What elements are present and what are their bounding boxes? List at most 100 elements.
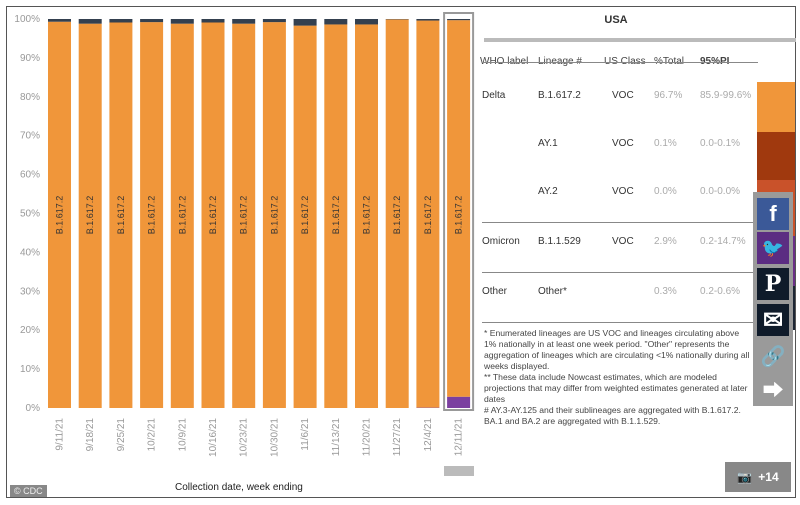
footnote: * Enumerated lineages are US VOC and lin… — [484, 328, 750, 371]
bar-label: B.1.617.2 — [208, 196, 218, 235]
cell-total: 96.7% — [654, 90, 683, 101]
x-tick-label: 12/11/21 — [454, 418, 465, 457]
footnotes: * Enumerated lineages are US VOC and lin… — [484, 328, 750, 427]
bar-segment[interactable] — [201, 22, 225, 408]
bar-label: B.1.617.2 — [177, 196, 187, 235]
scroll-button[interactable] — [444, 466, 474, 476]
legend-swatch[interactable] — [757, 82, 795, 132]
pinterest-icon[interactable]: P — [757, 268, 789, 300]
bar-segment[interactable] — [140, 22, 164, 408]
cell-total: 0.3% — [654, 286, 677, 297]
x-tick-label: 10/16/21 — [208, 418, 219, 457]
legend-swatch[interactable] — [757, 132, 795, 180]
bar-segment[interactable] — [170, 19, 194, 24]
x-axis-title: Collection date, week ending — [175, 482, 303, 493]
bar-label: B.1.617.2 — [147, 196, 157, 235]
x-tick-label: 10/30/21 — [269, 418, 280, 457]
bar-segment[interactable] — [140, 19, 164, 23]
x-tick-label: 11/6/21 — [300, 418, 311, 451]
bar-segment[interactable] — [78, 23, 102, 408]
bar-segment[interactable] — [48, 21, 71, 409]
x-tick-label: 12/4/21 — [423, 418, 434, 452]
cell-total: 2.9% — [654, 236, 677, 247]
cell-cls: VOC — [612, 186, 634, 197]
header-95pi: 95%PI — [700, 56, 729, 67]
bar-segment[interactable] — [355, 24, 378, 409]
highlight-box — [443, 12, 475, 411]
cell-pi: 0.0-0.1% — [700, 138, 741, 149]
y-tick-label: 0% — [26, 403, 41, 414]
bar-segment[interactable] — [232, 19, 256, 24]
bar-label: B.1.617.2 — [331, 196, 341, 235]
bar-segment[interactable] — [447, 396, 471, 408]
twitter-icon[interactable]: 🐦 — [757, 232, 789, 264]
bar-segment[interactable] — [232, 23, 256, 408]
photo-gallery-button[interactable]: 📷 +14 — [725, 462, 791, 492]
y-tick-label: 20% — [20, 325, 40, 336]
cell-pi: 0.2-0.6% — [700, 286, 741, 297]
bar-segment[interactable] — [48, 19, 71, 22]
cell-cls: VOC — [612, 236, 634, 247]
bar-segment[interactable] — [416, 19, 440, 21]
bar-segment[interactable] — [109, 22, 133, 408]
cell-total: 0.0% — [654, 186, 677, 197]
bar-label: B.1.617.2 — [239, 196, 249, 235]
share-icon[interactable]: ⮕ — [763, 379, 783, 402]
bar-segment[interactable] — [293, 25, 317, 408]
x-tick-label: 11/27/21 — [392, 418, 403, 457]
header-total: %Total — [654, 56, 684, 67]
y-tick-label: 10% — [20, 364, 40, 375]
x-tick-label: 9/18/21 — [85, 418, 96, 452]
x-tick-label: 9/25/21 — [116, 418, 127, 452]
bar-segment[interactable] — [355, 19, 378, 25]
bar-label: B.1.617.2 — [362, 196, 372, 235]
bar-label: B.1.617.2 — [85, 196, 95, 235]
row-divider — [482, 62, 758, 63]
cell-who: Other — [482, 286, 508, 297]
bar-segment[interactable] — [78, 19, 102, 24]
link-icon[interactable]: 🔗 — [760, 345, 786, 368]
photo-count: +14 — [758, 470, 779, 484]
country-title: USA — [604, 14, 628, 26]
bar-segment[interactable] — [324, 24, 348, 409]
stacked-bar-chart: 0% 10% 20% 30% 40% 50% 60% 70% 80% 90% 100% B.1.617… — [14, 12, 475, 457]
bar-segment[interactable] — [416, 20, 440, 408]
bar-segment[interactable] — [201, 19, 225, 23]
bar-segment[interactable] — [324, 19, 348, 25]
y-tick-label: 30% — [20, 286, 40, 297]
x-tick-label: 10/9/21 — [177, 418, 188, 452]
row-divider — [482, 272, 758, 273]
cell-lineage: AY.2 — [538, 186, 558, 197]
cell-lineage: AY.1 — [538, 138, 558, 149]
bar-label: B.1.617.2 — [269, 196, 279, 235]
cell-cls: VOC — [612, 90, 634, 101]
bar-label: B.1.617.2 — [116, 196, 126, 235]
bar-segment[interactable] — [447, 20, 471, 397]
bar-segment[interactable] — [109, 19, 133, 23]
header-us-class: US Class — [604, 56, 646, 67]
header-who-label: WHO label — [480, 56, 528, 67]
y-tick-label: 60% — [20, 170, 40, 181]
bar-segment[interactable] — [385, 19, 409, 408]
legend-table-panel: USA WHO label Lineage # US Class %Total … — [476, 10, 796, 490]
bar-label: B.1.617.2 — [55, 196, 65, 235]
facebook-icon[interactable]: f — [757, 198, 789, 230]
credit-label: © CDC — [10, 485, 47, 497]
y-tick-label: 40% — [20, 247, 40, 258]
cell-lineage: B.1.1.529 — [538, 236, 581, 247]
x-tick-label: 10/2/21 — [147, 418, 158, 452]
bar-segment[interactable] — [447, 19, 471, 21]
row-divider — [482, 222, 758, 223]
email-icon[interactable]: ✉ — [757, 304, 789, 336]
bar-segment[interactable] — [293, 19, 317, 26]
social-share-bar: f 🐦 P ✉ 🔗 ⮕ — [753, 192, 793, 406]
cell-cls: VOC — [612, 138, 634, 149]
cell-who: Omicron — [482, 236, 520, 247]
title-divider — [484, 38, 796, 42]
bar-segment[interactable] — [170, 23, 194, 408]
bar-segment[interactable] — [262, 19, 286, 23]
x-tick-label: 9/11/21 — [55, 418, 66, 451]
cell-pi: 0.2-14.7% — [700, 236, 746, 247]
bar-segment[interactable] — [262, 22, 286, 408]
bar-label: B.1.617.2 — [423, 196, 433, 235]
